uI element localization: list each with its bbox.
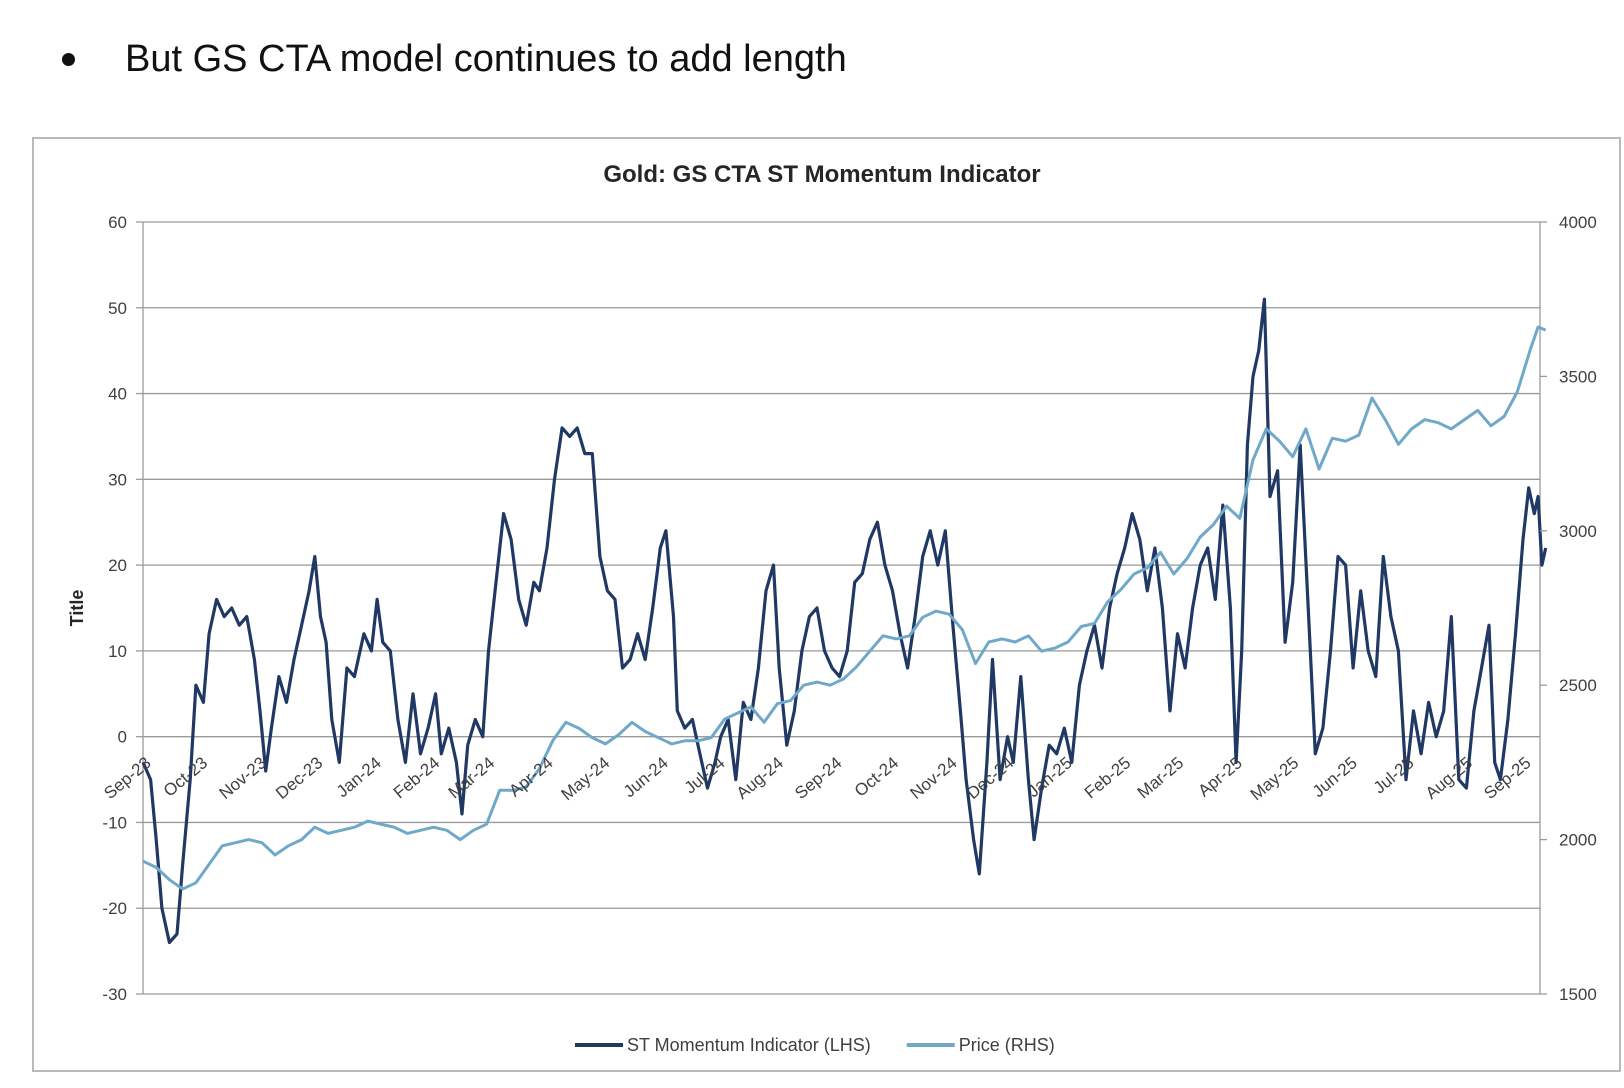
y-right-tick-label: 4000 xyxy=(1559,213,1597,232)
x-tick-label: Oct-23 xyxy=(160,753,211,800)
bullet-dot-icon xyxy=(62,53,75,66)
y-left-tick-label: -30 xyxy=(102,985,127,1004)
y-left-tick-label: 50 xyxy=(108,299,127,318)
y-right-tick-label: 2500 xyxy=(1559,676,1597,695)
bullet-item: But GS CTA model continues to add length xyxy=(62,38,847,81)
x-tick-label: Mar-25 xyxy=(1134,753,1187,802)
y-left-tick-label: 40 xyxy=(108,385,127,404)
y-left-tick-label: 60 xyxy=(108,213,127,232)
x-tick-label: Dec-23 xyxy=(272,753,326,803)
legend-label: Price (RHS) xyxy=(959,1035,1055,1055)
x-tick-label: Apr-24 xyxy=(505,753,556,800)
x-tick-label: Sep-24 xyxy=(791,753,845,803)
x-tick-label: Apr-25 xyxy=(1194,753,1245,800)
y-right-tick-label: 2000 xyxy=(1559,831,1597,850)
legend-label: ST Momentum Indicator (LHS) xyxy=(627,1035,871,1055)
x-tick-label: May-24 xyxy=(558,753,614,804)
x-tick-label: Aug-24 xyxy=(733,753,787,803)
chart-frame xyxy=(32,137,1621,1072)
y-axis-left-title: Title xyxy=(67,590,87,627)
x-tick-label: Jun-25 xyxy=(1309,753,1361,801)
x-tick-label: Nov-23 xyxy=(216,753,270,803)
y-left-tick-label: 20 xyxy=(108,556,127,575)
x-tick-label: Jan-25 xyxy=(1024,753,1076,801)
x-tick-label: Feb-25 xyxy=(1081,753,1134,802)
y-left-tick-label: 30 xyxy=(108,470,127,489)
x-tick-label: Sep-23 xyxy=(100,753,154,803)
y-left-tick-label: -10 xyxy=(102,813,127,832)
x-tick-label: Feb-24 xyxy=(390,753,443,802)
y-left-tick-label: 0 xyxy=(118,728,127,747)
x-tick-label: Sep-25 xyxy=(1480,753,1534,803)
y-left-tick-label: 10 xyxy=(108,642,127,661)
x-tick-label: Dec-24 xyxy=(963,753,1017,803)
x-tick-label: Jul-25 xyxy=(1370,753,1418,797)
bullet-text: But GS CTA model continues to add length xyxy=(125,38,847,80)
chart-legend: ST Momentum Indicator (LHS) Price (RHS) xyxy=(575,1035,1055,1055)
x-tick-label: Oct-24 xyxy=(851,753,902,800)
x-tick-label: Jul-24 xyxy=(681,753,729,797)
series-line xyxy=(142,325,1547,891)
y-right-tick-label: 3500 xyxy=(1559,367,1597,386)
y-right-tick-label: 1500 xyxy=(1559,985,1597,1004)
y-right-tick-label: 3000 xyxy=(1559,522,1597,541)
x-tick-label: Jun-24 xyxy=(620,753,672,801)
chart-title: Gold: GS CTA ST Momentum Indicator xyxy=(603,161,1040,188)
x-tick-label: May-25 xyxy=(1247,753,1303,804)
series-line xyxy=(141,297,1548,945)
y-left-tick-label: -20 xyxy=(102,899,127,918)
x-tick-label: Nov-24 xyxy=(906,753,960,803)
x-tick-label: Mar-24 xyxy=(445,753,498,802)
